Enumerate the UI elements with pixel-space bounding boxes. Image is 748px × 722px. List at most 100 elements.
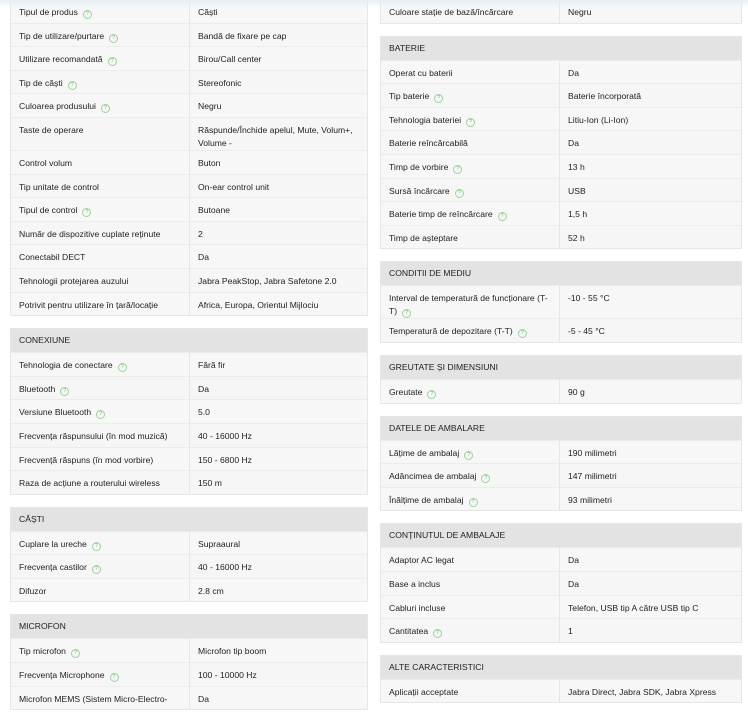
spec-value: Baterie încorporată bbox=[568, 91, 642, 102]
spec-label: Tip de utilizare/purtare? bbox=[11, 23, 190, 47]
spec-label: Raza de acțiune a routerului wireless bbox=[11, 471, 190, 494]
spec-label-text: Temperatură de depozitare (T-T) bbox=[389, 326, 513, 337]
spec-row: Tip microfon? Microfon tip boom bbox=[11, 638, 367, 663]
spec-label: Tehnologii protejarea auzului bbox=[11, 268, 190, 292]
spec-label-text: Număr de dispozitive cuplate reținute bbox=[19, 228, 161, 239]
spec-label-text: Baterie reîncărcabilă bbox=[389, 138, 468, 149]
spec-value: 13 h bbox=[568, 161, 585, 172]
spec-label: Operat cu baterii bbox=[381, 60, 560, 84]
spec-label: Baterie timp de reîncărcare? bbox=[381, 202, 560, 225]
question-circle-icon[interactable]: ? bbox=[82, 10, 92, 19]
spec-label-text: Baterie timp de reîncărcare bbox=[389, 209, 493, 220]
spec-value: 147 milimetri bbox=[568, 471, 617, 482]
spec-value: Birou/Call center bbox=[198, 54, 262, 65]
section-header: DATELE DE AMBALARE bbox=[381, 416, 741, 440]
question-circle-icon[interactable]: ? bbox=[454, 188, 464, 198]
spec-table-greutate-si-dimensiuni: GREUTATE ȘI DIMENSIUNI Greutate? 90 g bbox=[380, 354, 742, 404]
spec-row: Adâncimea de ambalaj? 147 milimetri bbox=[381, 463, 741, 487]
spec-row: Temperatură de depozitare (T-T)? -5 - 45 … bbox=[381, 318, 741, 342]
spec-label: Tip de căști? bbox=[11, 70, 190, 94]
question-circle-icon[interactable]: ? bbox=[70, 649, 80, 659]
question-circle-icon[interactable]: ? bbox=[433, 629, 443, 639]
spec-row: Tip baterie? Baterie încorporată bbox=[381, 83, 741, 107]
spec-label: Cabluri incluse bbox=[381, 595, 560, 619]
question-circle-icon[interactable]: ? bbox=[100, 104, 110, 114]
spec-value: 5.0 bbox=[198, 407, 210, 418]
spec-row: Cantitatea? 1 bbox=[381, 618, 741, 642]
spec-label-text: Tipul de produs bbox=[19, 7, 78, 17]
spec-label: Difuzor bbox=[11, 578, 190, 602]
spec-value: Microfon tip boom bbox=[198, 646, 267, 657]
spec-label: Conectabil DECT bbox=[11, 245, 190, 268]
question-circle-icon[interactable]: ? bbox=[117, 363, 127, 373]
spec-label-text: Difuzor bbox=[19, 585, 47, 596]
question-circle-icon[interactable]: ? bbox=[91, 565, 101, 575]
question-circle-icon[interactable]: ? bbox=[497, 212, 507, 222]
spec-row: Frecvență răspuns (în mod vorbire) 150 - … bbox=[11, 446, 367, 471]
spec-value: Jabra Direct, Jabra SDK, Jabra Xpress bbox=[568, 686, 717, 697]
spec-value: Supraaural bbox=[198, 538, 241, 549]
question-circle-icon[interactable]: ? bbox=[466, 117, 476, 127]
spec-label: Temperatură de depozitare (T-T)? bbox=[381, 319, 560, 342]
spec-row: Timp de vorbire? 13 h bbox=[381, 153, 741, 178]
spec-label-text: Operat cu baterii bbox=[389, 67, 453, 78]
spec-label-text: Utilizare recomandată bbox=[19, 54, 103, 65]
spec-table-datele-de-ambalare: DATELE DE AMBALARE Lățime de ambalaj? 190 … bbox=[380, 415, 742, 512]
spec-label-text: Înălțime de ambalaj bbox=[389, 494, 464, 505]
spec-row: Cuplare la ureche? Supraaural bbox=[11, 530, 367, 555]
spec-value: Telefon, USB tip A către USB tip C bbox=[568, 602, 699, 613]
spec-label: Baterie reîncărcabilă bbox=[381, 131, 560, 154]
spec-label: Sursă încărcare? bbox=[381, 178, 560, 202]
spec-row: Utilizare recomandată? Birou/Call center bbox=[11, 46, 367, 70]
spec-label-text: Potrivit pentru utilizare în țară/locați… bbox=[19, 299, 158, 310]
spec-row: Base a inclus Da bbox=[381, 570, 741, 595]
question-circle-icon[interactable]: ? bbox=[82, 208, 92, 218]
question-circle-icon[interactable]: ? bbox=[453, 164, 463, 174]
question-circle-icon[interactable]: ? bbox=[402, 309, 412, 319]
question-circle-icon[interactable]: ? bbox=[109, 33, 119, 43]
spec-row: Număr de dispozitive cuplate reținute 2 bbox=[11, 220, 367, 245]
question-circle-icon[interactable]: ? bbox=[468, 497, 478, 507]
spec-label: Microfon MEMS (Sistem Micro-Electro- bbox=[11, 686, 190, 710]
question-circle-icon[interactable]: ? bbox=[434, 94, 444, 104]
question-circle-icon[interactable]: ? bbox=[481, 474, 491, 484]
spec-table-general: Culoare stație de bază/încărcare Negru bbox=[380, 0, 742, 24]
spec-value: Fără fir bbox=[198, 360, 226, 371]
question-circle-icon[interactable]: ? bbox=[464, 450, 474, 460]
spec-table-continutul-de-ambalaje: CONȚINUTUL DE AMBALAJE Adaptor AC legat Da… bbox=[380, 523, 742, 643]
spec-row: Tip de căști? Stereofonic bbox=[11, 69, 367, 94]
question-circle-icon[interactable]: ? bbox=[107, 57, 117, 67]
spec-label: Interval de temperatură de funcționare (… bbox=[381, 286, 560, 319]
section-header: CONȚINUTUL DE AMBALAJE bbox=[381, 524, 741, 548]
spec-value: 90 g bbox=[568, 386, 585, 397]
question-circle-icon[interactable]: ? bbox=[96, 410, 106, 420]
spec-label: Taste de operare bbox=[11, 117, 190, 150]
spec-label-text: Adâncimea de ambalaj bbox=[389, 471, 477, 482]
spec-label: Base a inclus bbox=[381, 571, 560, 595]
section-header: GREUTATE ȘI DIMENSIUNI bbox=[381, 355, 741, 379]
spec-row: Microfon MEMS (Sistem Micro-Electro- Da bbox=[11, 685, 367, 710]
question-circle-icon[interactable]: ? bbox=[517, 329, 527, 339]
spec-value: 150 m bbox=[198, 478, 222, 489]
section-header: BATERIE bbox=[381, 36, 741, 60]
spec-value: Da bbox=[568, 555, 579, 566]
spec-row: Frecvența castilor? 40 - 16000 Hz bbox=[11, 554, 367, 578]
spec-label: Număr de dispozitive cuplate reținute bbox=[11, 221, 190, 245]
question-circle-icon[interactable]: ? bbox=[427, 389, 437, 399]
spec-label-text: Control volum bbox=[19, 157, 73, 168]
question-circle-icon[interactable]: ? bbox=[91, 541, 101, 551]
spec-row: Raza de acțiune a routerului wireless 150… bbox=[11, 470, 367, 494]
spec-label-text: Timp de așteptare bbox=[389, 232, 458, 243]
question-circle-icon[interactable]: ? bbox=[67, 80, 77, 90]
spec-label: Potrivit pentru utilizare în țară/locați… bbox=[11, 292, 190, 316]
spec-value: Da bbox=[568, 578, 579, 589]
question-circle-icon[interactable]: ? bbox=[109, 673, 119, 683]
spec-table-conditii-de-mediu: CONDITII DE MEDIU Interval de temperatură… bbox=[380, 261, 742, 343]
spec-row: Tipul de control? Butoane bbox=[11, 197, 367, 221]
spec-label: Tehnologia bateriei? bbox=[381, 107, 560, 131]
section-header: CONEXIUNE bbox=[11, 329, 367, 353]
spec-row: Interval de temperatură de funcționare (… bbox=[381, 285, 741, 319]
spec-row: Lățime de ambalaj? 190 milimetri bbox=[381, 439, 741, 464]
question-circle-icon[interactable]: ? bbox=[60, 386, 70, 396]
spec-value: Negru bbox=[198, 101, 222, 112]
